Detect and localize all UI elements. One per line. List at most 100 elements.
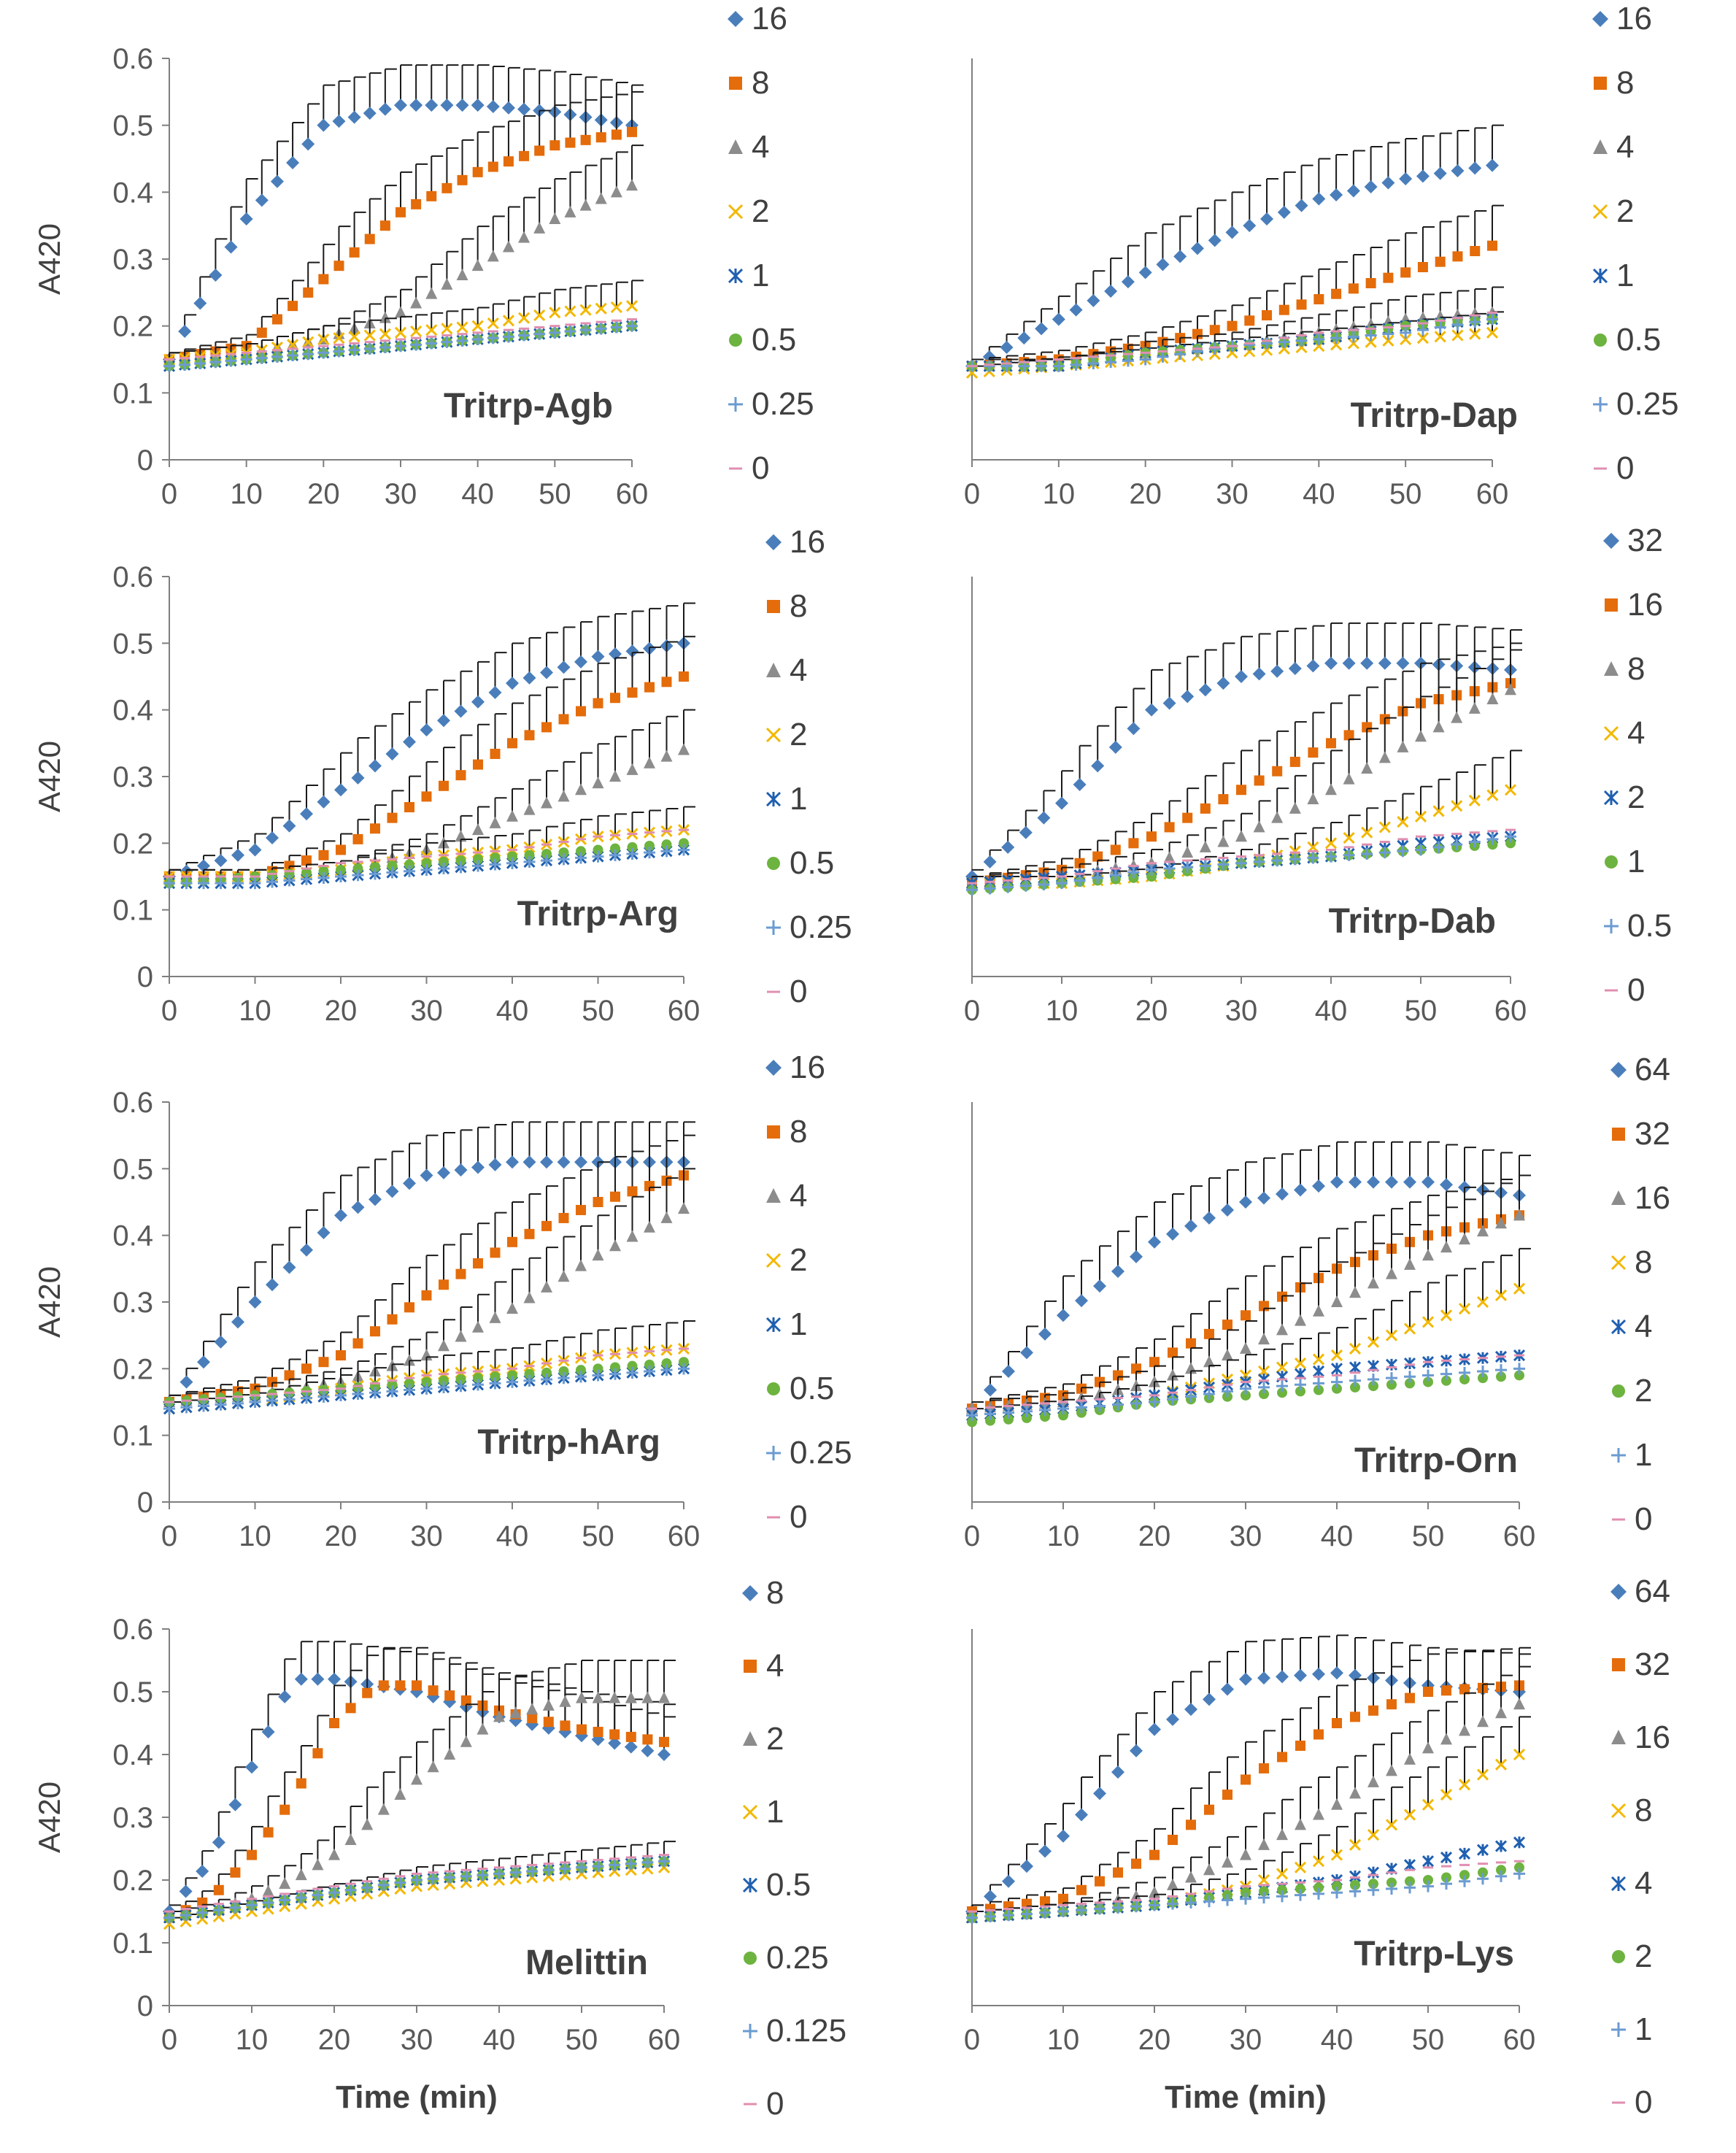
error-bar	[292, 332, 305, 345]
error-bar	[563, 822, 576, 842]
data-point-shape	[564, 326, 576, 337]
data-point-shape	[564, 305, 576, 317]
data-point-shape	[517, 102, 531, 116]
data-point-shape	[595, 132, 606, 143]
error-bar	[492, 303, 505, 323]
data-point	[473, 1258, 483, 1269]
data-point	[231, 848, 244, 862]
x-tick-label: 60	[1476, 478, 1509, 510]
error-bar	[546, 770, 558, 804]
data-point	[1113, 1370, 1123, 1381]
data-point-shape	[523, 1291, 536, 1303]
error-bar	[663, 1716, 676, 1755]
error-bar	[683, 709, 695, 750]
data-point	[1414, 810, 1427, 823]
data-point-shape	[1253, 855, 1265, 868]
data-point	[487, 161, 498, 172]
error-bar	[382, 1646, 396, 1686]
data-point-shape	[1127, 866, 1140, 879]
data-point-shape	[506, 809, 518, 822]
data-point-shape	[1057, 1309, 1070, 1322]
data-point	[460, 1735, 472, 1747]
data-point-shape	[487, 250, 499, 262]
data-point	[1146, 831, 1157, 842]
data-point-shape	[262, 1884, 274, 1897]
error-bar	[666, 1121, 679, 1163]
data-point-shape	[1184, 1703, 1197, 1717]
data-point	[404, 1302, 414, 1313]
error-bar	[523, 296, 536, 318]
data-point-shape	[576, 1204, 586, 1215]
error-bar	[460, 1306, 473, 1337]
data-point	[472, 1379, 484, 1391]
data-point-shape	[421, 1290, 432, 1301]
data-point	[334, 1209, 347, 1222]
error-bar	[425, 841, 439, 857]
data-point	[212, 1836, 225, 1849]
data-point	[1312, 1667, 1325, 1681]
data-point	[209, 356, 222, 369]
error-bar	[431, 155, 444, 196]
data-point-shape	[641, 1744, 655, 1757]
data-point	[284, 1370, 295, 1381]
error-bar	[1208, 1177, 1221, 1218]
data-point	[1400, 267, 1411, 278]
data-point-shape	[661, 839, 672, 850]
error-bar	[1402, 793, 1415, 823]
x-tick-label: 50	[1389, 478, 1422, 510]
error-bar	[597, 662, 610, 704]
error-bar	[1500, 1255, 1513, 1295]
data-point	[1326, 738, 1336, 749]
data-point-shape	[644, 1181, 655, 1192]
error-bar	[585, 76, 598, 118]
data-point-shape	[486, 100, 500, 113]
data-point-shape	[527, 1713, 538, 1724]
data-point	[1423, 1376, 1433, 1387]
data-point	[518, 329, 531, 342]
error-bar	[1231, 191, 1244, 233]
error-bar	[615, 93, 628, 135]
error-bar	[1373, 1214, 1385, 1256]
panel-title: Tritrp-Arg	[517, 895, 679, 933]
error-bar	[1387, 299, 1400, 323]
data-point-shape	[425, 99, 439, 112]
data-point-shape	[439, 856, 449, 867]
data-point	[318, 850, 329, 860]
data-point-shape	[457, 174, 468, 185]
data-point	[194, 358, 207, 369]
error-bar	[460, 1129, 473, 1171]
data-point-shape	[317, 347, 330, 359]
data-point	[213, 1884, 224, 1895]
data-point	[1184, 1703, 1197, 1717]
data-point-shape	[455, 99, 469, 112]
data-point-shape	[1313, 1304, 1324, 1317]
data-point	[361, 1818, 374, 1830]
data-point	[1200, 803, 1211, 814]
data-point-shape	[1146, 871, 1157, 882]
data-point-shape	[625, 1691, 637, 1703]
legend-label: 0.5	[790, 845, 834, 881]
legend-marker-shape	[728, 11, 744, 27]
data-point-shape	[444, 1690, 455, 1701]
legend-marker	[765, 727, 782, 743]
error-bar	[597, 1121, 610, 1163]
error-bar	[461, 308, 474, 328]
data-point	[576, 1861, 587, 1873]
data-point-shape	[533, 221, 546, 234]
data-point-shape	[1092, 871, 1104, 884]
data-point-shape	[333, 332, 345, 344]
data-point-shape	[266, 1395, 278, 1407]
data-point	[311, 1672, 325, 1686]
data-point	[1324, 837, 1338, 850]
error-bar	[1427, 1653, 1440, 1692]
data-point	[1167, 1393, 1178, 1406]
error-bar	[512, 1268, 524, 1309]
data-point	[363, 329, 376, 342]
error-bar	[415, 163, 428, 204]
data-point-shape	[1405, 1378, 1415, 1389]
error-bar	[614, 657, 627, 698]
data-point	[300, 807, 313, 821]
data-point-shape	[506, 677, 519, 690]
